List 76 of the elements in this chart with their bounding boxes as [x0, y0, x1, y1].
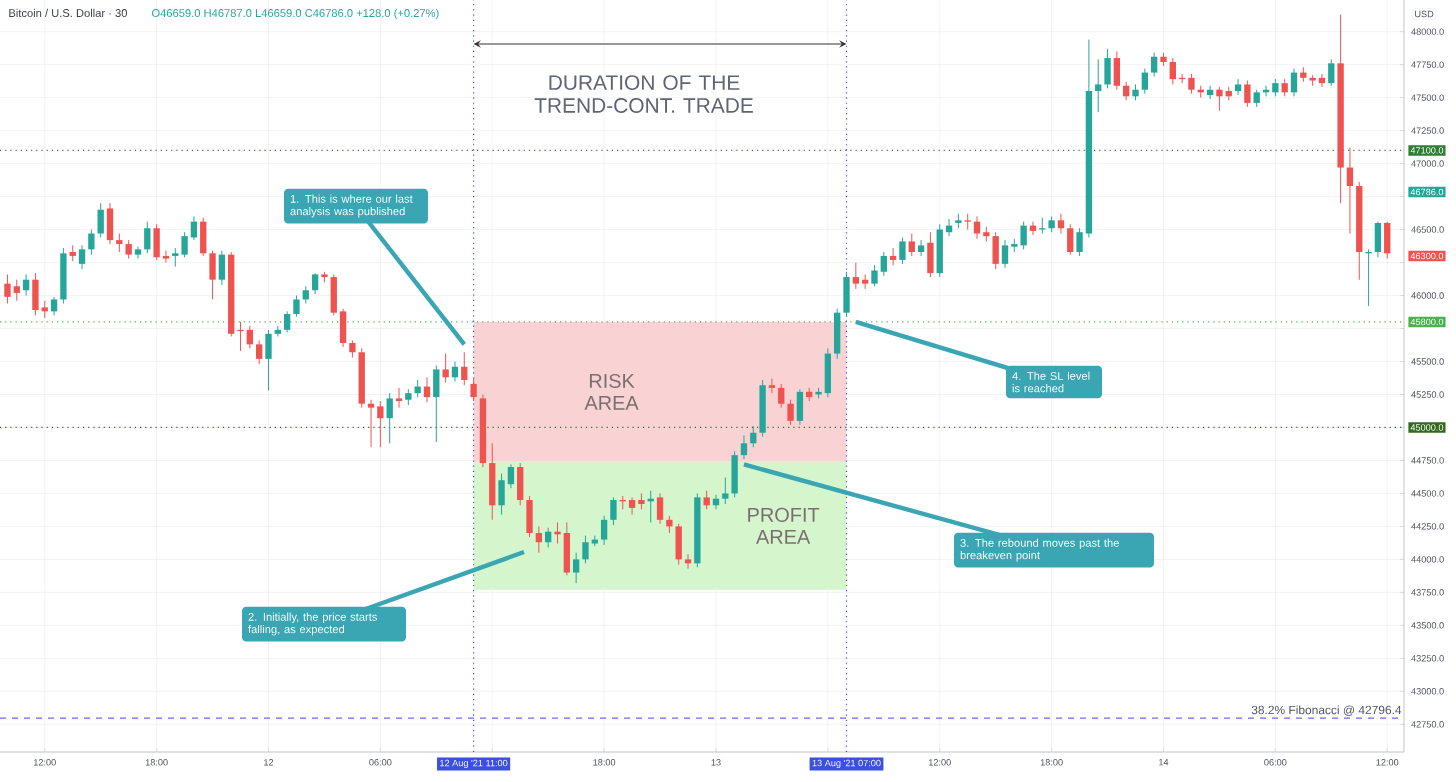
- candlestick: [927, 231, 934, 278]
- candlestick: [843, 271, 850, 318]
- candlestick: [125, 239, 132, 260]
- candlestick: [489, 442, 496, 521]
- candlestick: [311, 272, 319, 295]
- candlestick: [442, 353, 449, 384]
- candlestick: [796, 388, 804, 426]
- candlestick: [750, 425, 757, 448]
- candlestick: [834, 308, 841, 360]
- candlestick: [1113, 50, 1121, 91]
- candlestick: [461, 351, 468, 386]
- candlestick: [535, 525, 543, 554]
- candlestick: [256, 339, 263, 365]
- candlestick: [908, 233, 915, 257]
- candlestick: [106, 202, 114, 245]
- candlestick: [451, 360, 459, 382]
- candlestick: [386, 392, 393, 444]
- candlestick: [759, 379, 766, 438]
- candlestick: [144, 221, 151, 254]
- band-label: RISK AREA: [584, 373, 639, 410]
- candlestick: [209, 250, 216, 300]
- candlestick: [1057, 213, 1065, 235]
- candlestick: [731, 450, 738, 498]
- candlestick: [572, 552, 580, 584]
- candlestick: [97, 202, 104, 238]
- candlestick: [1346, 147, 1354, 235]
- candlestick: [218, 250, 226, 286]
- candlestick: [722, 477, 729, 505]
- candlestick: [526, 495, 533, 538]
- candlestick: [395, 387, 403, 409]
- candlestick: [675, 523, 682, 566]
- candlestick: [545, 527, 552, 549]
- candlestick: [684, 553, 692, 570]
- candlestick: [992, 231, 999, 270]
- candlestick: [610, 496, 617, 526]
- candlestick: [78, 244, 86, 270]
- candlestick: [293, 295, 300, 318]
- candlestick: [134, 246, 142, 260]
- candlestick: [1290, 68, 1298, 97]
- candlestick: [899, 236, 906, 265]
- candlestick: [1244, 79, 1251, 108]
- annotation: DURATION OF THE TREND-CONT. TRADE: [534, 75, 753, 113]
- candlestick: [1234, 78, 1242, 96]
- candlestick: [283, 310, 291, 333]
- candlestick: [1384, 221, 1391, 260]
- candlestick: [1150, 52, 1158, 78]
- candlestick: [703, 490, 710, 510]
- candlestick: [1123, 81, 1130, 101]
- candlestick: [517, 462, 524, 506]
- candlestick: [60, 247, 67, 304]
- candlestick: [1374, 221, 1382, 258]
- candlestick: [423, 376, 431, 403]
- candlestick: [787, 399, 794, 426]
- candlestick: [656, 492, 664, 525]
- candlestick: [22, 273, 30, 297]
- candlestick: [88, 229, 95, 256]
- candlestick: [1206, 85, 1214, 100]
- candlestick: [1067, 223, 1074, 256]
- candlestick: [778, 383, 785, 409]
- candlestick: [1104, 48, 1111, 89]
- candlestick: [740, 434, 748, 460]
- candlestick: [116, 233, 123, 253]
- candlestick: [1001, 239, 1009, 269]
- band-label: PROFIT AREA: [748, 507, 820, 544]
- candlestick: [600, 515, 608, 546]
- candlestick: [50, 296, 58, 316]
- candlestick: [768, 378, 776, 394]
- candlestick: [200, 217, 207, 257]
- candlestick: [433, 364, 440, 443]
- candlestick: [1095, 58, 1102, 113]
- candlestick: [265, 329, 272, 392]
- candlestick: [1328, 58, 1335, 87]
- candlestick: [889, 247, 897, 266]
- candlestick: [917, 239, 925, 257]
- candlestick: [470, 378, 477, 402]
- candlestick: [1141, 68, 1149, 95]
